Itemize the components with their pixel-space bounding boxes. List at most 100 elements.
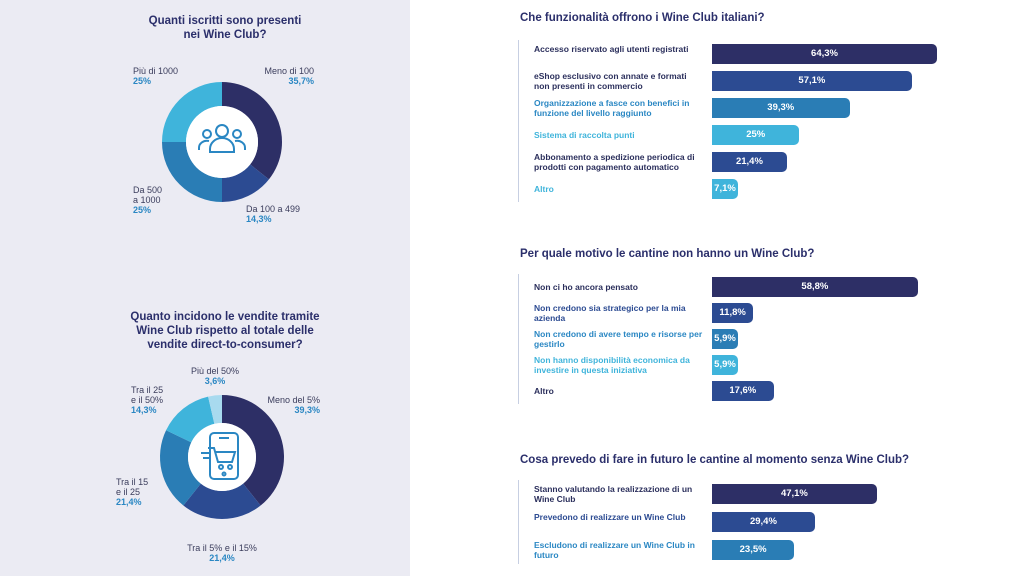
bar-category-label: Altro xyxy=(534,183,554,194)
pie-label-25-50: Tra il 25 e il 50% 14,3% xyxy=(131,385,181,415)
bar-value-label: 57,1% xyxy=(798,74,826,86)
pie-label-5-15: Tra il 5% e il 15% 21,4% xyxy=(172,543,272,563)
bar-category-label: Sistema di raccolta punti xyxy=(534,129,635,140)
bar-value-label: 5,9% xyxy=(714,333,736,344)
pie-label-meno-5: Meno del 5% 39,3% xyxy=(246,395,320,415)
bar-row: Stanno valutando la realizzazione di un … xyxy=(518,480,998,508)
pie-label-value: 21,4% xyxy=(209,553,235,563)
bar-row: Abbonamento a spedizione periodica di pr… xyxy=(518,148,998,175)
pie-label-piu-1000: Più di 1000 25% xyxy=(133,66,203,86)
donut-chart-vendite xyxy=(160,395,284,519)
bar: 47,1% xyxy=(712,484,877,504)
bar-value-label: 25% xyxy=(746,128,766,140)
bar-category-label: Organizzazione a fasce con benefici in f… xyxy=(534,97,690,118)
bar: 58,8% xyxy=(712,277,918,297)
bar-value-label: 7,1% xyxy=(714,182,736,194)
bar-axis-line xyxy=(518,40,519,202)
bar: 23,5% xyxy=(712,540,795,560)
bar-value-label: 17,6% xyxy=(729,385,757,396)
bar-value-label: 11,8% xyxy=(719,307,746,318)
bar-value-label: 64,3% xyxy=(811,47,838,59)
pie-label-value: 25% xyxy=(133,76,152,86)
bar-value-label: 47,1% xyxy=(780,488,808,499)
bar-axis-line xyxy=(518,274,519,404)
bar-row: Non credono di avere tempo e risorse per… xyxy=(518,326,998,352)
pie-label-text: Più di 1000 xyxy=(133,66,179,76)
bar: 39,3% xyxy=(712,97,850,118)
pie-label-text: Meno di 100 xyxy=(264,66,314,76)
bar-value-label: 58,8% xyxy=(801,281,829,292)
pie-label-text: Meno del 5% xyxy=(267,395,320,405)
bar-row: Accesso riservato agli utenti registrati… xyxy=(518,40,998,67)
bar-category-label: Stanno valutando la realizzazione di un … xyxy=(534,484,693,504)
chart-title-funzionalita: Che funzionalità offrono i Wine Club ita… xyxy=(520,12,765,24)
bar: 7,1% xyxy=(712,178,738,199)
pie-slice-pi-del-50 xyxy=(208,395,222,424)
bar-chart-futuro: Stanno valutando la realizzazione di un … xyxy=(518,480,998,564)
left-panel: Quanti iscritti sono presenti nei Wine C… xyxy=(0,0,410,576)
pie-slice-meno-di-100 xyxy=(222,82,282,180)
bar: 57,1% xyxy=(712,70,912,91)
bar: 11,8% xyxy=(712,303,754,323)
bar-row: Non hanno disponibilità economica da inv… xyxy=(518,352,998,378)
pie-slice-tra-il-25-e-il-50 xyxy=(166,396,215,443)
pie-slice-da-100-a-499 xyxy=(222,164,269,202)
bar-row: Non ci ho ancora pensato 58,8% xyxy=(518,274,998,300)
bar-value-label: 5,9% xyxy=(714,359,736,370)
bar-category-label: Escludono di realizzare un Wine Club in … xyxy=(534,540,695,560)
pie-label-15-25: Tra il 15 e il 25 21,4% xyxy=(116,477,166,507)
pie-label-value: 35,7% xyxy=(288,76,314,86)
bar-row: Organizzazione a fasce con benefici in f… xyxy=(518,94,998,121)
chart-title-motivo: Per quale motivo le cantine non hanno un… xyxy=(520,248,815,260)
bar-value-label: 29,4% xyxy=(749,516,777,527)
pie-label-value: 39,3% xyxy=(294,405,320,415)
users-icon xyxy=(198,124,246,153)
bar: 17,6% xyxy=(712,381,774,401)
chart-title-futuro: Cosa prevedo di fare in futuro le cantin… xyxy=(520,454,910,466)
pie-label-value: 21,4% xyxy=(116,497,142,507)
bar: 64,3% xyxy=(712,43,937,64)
donut-chart-iscritti xyxy=(162,82,282,202)
pie-label-piu-50: Più del 50% 3,6% xyxy=(180,366,250,386)
bar: 5,9% xyxy=(712,329,738,349)
pie-slice-meno-del-5 xyxy=(222,395,284,506)
pie-label-value: 25% xyxy=(133,205,152,215)
bar-value-label: 39,3% xyxy=(767,101,795,113)
pie-label-value: 14,3% xyxy=(246,214,272,224)
pie-label-500-1000: Da 500 a 1000 25% xyxy=(133,185,193,215)
pie-label-100-499: Da 100 a 499 14,3% xyxy=(246,204,336,224)
bar: 5,9% xyxy=(712,355,738,375)
pie-label-value: 3,6% xyxy=(204,376,226,386)
bar-axis-line xyxy=(518,480,519,564)
bar-category-label: Non hanno disponibilità economica da inv… xyxy=(534,355,690,375)
pie-slice-tra-il-5-e-il-15 xyxy=(183,483,261,519)
bar-category-label: Prevedono di realizzare un Wine Club xyxy=(534,512,686,522)
donut-hole xyxy=(186,106,258,178)
bar: 25% xyxy=(712,124,800,145)
chart-title-iscritti: Quanti iscritti sono presenti nei Wine C… xyxy=(148,15,302,41)
bar-row: Prevedono di realizzare un Wine Club 29,4… xyxy=(518,508,998,536)
pie-label-text: Più del 50% xyxy=(190,366,240,376)
pie-slice-da-500-a-1000 xyxy=(162,142,222,202)
bar-row: Non credono sia strategico per la mia az… xyxy=(518,300,998,326)
bar-value-label: 21,4% xyxy=(735,155,763,167)
bar-chart-funzionalita: Accesso riservato agli utenti registrati… xyxy=(518,40,998,202)
bar-value-label: 23,5% xyxy=(739,544,767,555)
bar-category-label: Non credono di avere tempo e risorse per… xyxy=(534,329,703,349)
bar-row: Altro 17,6% xyxy=(518,378,998,404)
pie-slice-tra-il-15-e-il-25 xyxy=(160,430,201,506)
pie-label-text: Da 100 a 499 xyxy=(246,204,301,214)
pie-label-text: Tra il 15 e il 25 xyxy=(116,477,149,497)
bar-category-label: Non ci ho ancora pensato xyxy=(534,282,638,292)
bar-row: Altro 7,1% xyxy=(518,175,998,202)
bar-category-label: Non credono sia strategico per la mia az… xyxy=(534,303,686,323)
pie-label-text: Da 500 a 1000 xyxy=(133,185,163,205)
bar-chart-motivo: Non ci ho ancora pensato 58,8% Non credono… xyxy=(518,274,998,406)
pie-label-value: 14,3% xyxy=(131,405,157,415)
mobile-cart-icon xyxy=(201,432,239,480)
bar-category-label: Accesso riservato agli utenti registrati xyxy=(534,43,689,54)
bar: 21,4% xyxy=(712,151,787,172)
pie-label-text: Tra il 5% e il 15% xyxy=(187,543,257,553)
bar: 29,4% xyxy=(712,512,815,532)
bar-row: Escludono di realizzare un Wine Club in … xyxy=(518,536,998,564)
